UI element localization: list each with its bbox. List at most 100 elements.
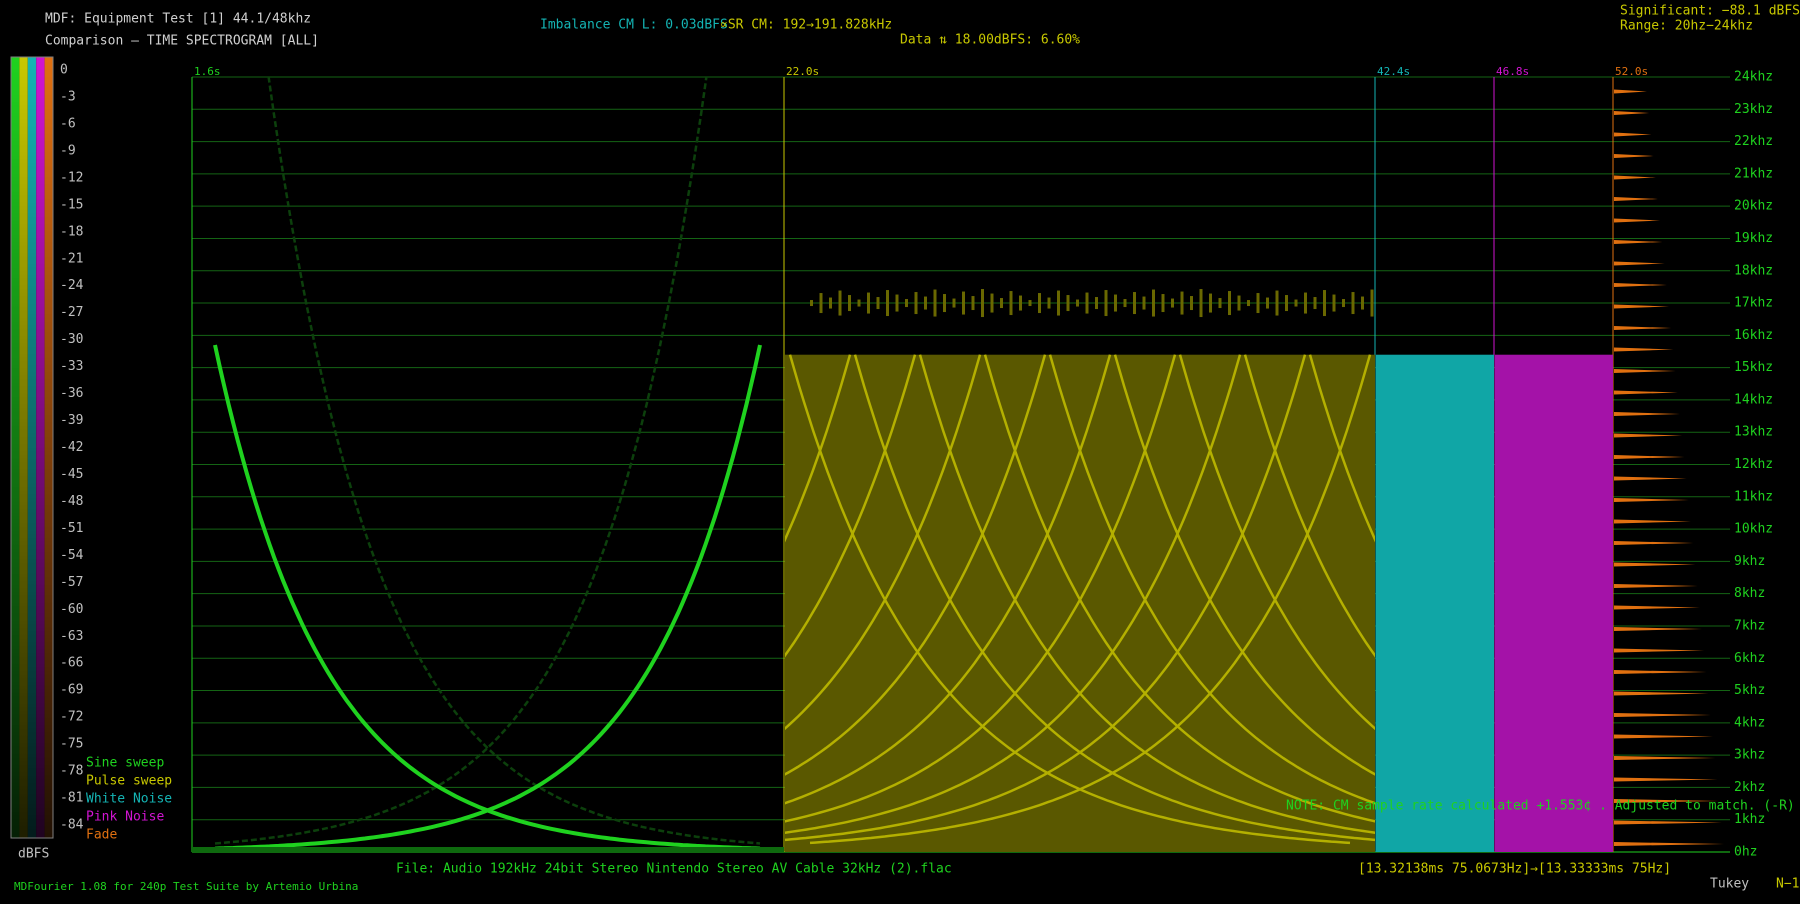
pulse-spike xyxy=(990,293,994,313)
scale-label: -75 xyxy=(60,737,83,752)
fade-spike xyxy=(1614,132,1652,137)
pulse-spike xyxy=(1218,298,1222,309)
scale-label: -39 xyxy=(60,413,83,428)
sine-curve xyxy=(214,77,708,845)
pulse-spike xyxy=(1285,295,1288,312)
fade-spike xyxy=(1614,455,1685,459)
pulse-spike xyxy=(1332,294,1336,312)
scale-unit: dBFS xyxy=(18,847,49,862)
pulse-curve xyxy=(785,354,917,658)
legend-label: Pulse sweep xyxy=(86,774,172,789)
white-noise xyxy=(1376,354,1494,852)
pulse-spike xyxy=(1047,297,1051,309)
fade-spike xyxy=(1614,670,1707,674)
fade-spike xyxy=(1614,842,1724,846)
fade-spike xyxy=(1614,89,1647,94)
scale-label: -27 xyxy=(60,305,83,320)
scale-label: -45 xyxy=(60,467,83,482)
title: MDF: Equipment Test [1] 44.1/48khz xyxy=(45,12,311,27)
note: NOTE: CM sample rate calculated +1.553¢ … xyxy=(1286,799,1795,814)
pulse-spike xyxy=(1313,297,1317,310)
scale-column xyxy=(27,57,37,838)
fade-spike xyxy=(1614,820,1722,825)
sample-rate: ∝SR CM: 192→191.828kHz xyxy=(720,18,892,33)
pulse-spike xyxy=(1019,295,1022,311)
pulse-curve xyxy=(785,354,1112,805)
pulse-spike xyxy=(981,289,984,318)
pulse-spike xyxy=(1304,292,1307,314)
freq-label: 14khz xyxy=(1734,392,1773,407)
scale-label: -15 xyxy=(60,197,83,212)
pulse-spike xyxy=(1228,291,1231,316)
pulse-spike xyxy=(886,290,889,317)
fade-spike xyxy=(1614,261,1665,266)
pulse-curves xyxy=(785,354,1375,845)
scale-column xyxy=(44,57,53,838)
legend-label: Pink Noise xyxy=(86,810,164,825)
marker-label: 52.0s xyxy=(1615,65,1648,78)
scale-label: -42 xyxy=(60,440,83,455)
freq-label: 2khz xyxy=(1734,780,1765,795)
freq-label: 8khz xyxy=(1734,586,1765,601)
scale-column xyxy=(19,57,28,838)
pulse-curve xyxy=(809,354,1372,845)
scale-label: -48 xyxy=(60,494,83,509)
fade-spike xyxy=(1614,562,1696,567)
pink-noise xyxy=(1495,354,1613,852)
scale-label: -36 xyxy=(60,386,83,401)
scale-column xyxy=(36,57,45,838)
pulse-spike xyxy=(1171,298,1174,308)
scale-label: -51 xyxy=(60,521,83,536)
marker-label: 42.4s xyxy=(1377,65,1410,78)
pulse-spike xyxy=(1370,289,1374,317)
fade-spike xyxy=(1614,197,1658,201)
freq-label: 7khz xyxy=(1734,618,1765,633)
pulse-spike xyxy=(1133,292,1136,315)
timing: [13.32138ms 75.0673Hz]→[13.33333ms 75Hz] xyxy=(1358,862,1671,877)
freq-label: 1khz xyxy=(1734,812,1765,827)
freq-label: 10khz xyxy=(1734,522,1773,537)
scale-label: -78 xyxy=(60,764,83,779)
pulse-spike xyxy=(867,292,870,314)
pulse-curve xyxy=(1243,354,1375,658)
data-note: Data ⇅ 18.00dBFS: 6.60% xyxy=(900,33,1080,48)
pulse-spike xyxy=(1180,291,1184,315)
scale-label: -72 xyxy=(60,710,83,725)
freq-label: 22khz xyxy=(1734,134,1773,149)
pulse-curve xyxy=(1048,354,1375,805)
pulse-spike xyxy=(1123,299,1127,308)
fade-spike xyxy=(1614,605,1700,610)
sine-floor xyxy=(192,847,784,852)
pulse-curve xyxy=(785,354,1242,834)
pulse-curve xyxy=(1113,354,1375,776)
freq-label: 18khz xyxy=(1734,263,1773,278)
pulse-spike xyxy=(1066,295,1070,312)
pulse-spike xyxy=(1190,296,1193,311)
pulse-spike xyxy=(905,299,908,308)
scale-label: -6 xyxy=(60,116,76,131)
freq-label: 23khz xyxy=(1734,102,1773,117)
freq-label: 4khz xyxy=(1734,715,1765,730)
pulse-spike xyxy=(1294,299,1298,307)
pulse-spike xyxy=(1009,291,1013,316)
scale-label: -18 xyxy=(60,224,83,239)
pulse-spike xyxy=(1266,297,1269,309)
pulse-spike xyxy=(819,293,823,314)
fade-spike xyxy=(1614,304,1669,309)
pulse-spike xyxy=(933,289,937,317)
pulse-area xyxy=(785,354,1375,852)
fade-spike xyxy=(1614,111,1650,115)
freq-label: 12khz xyxy=(1734,457,1773,472)
pulse-spike xyxy=(1237,295,1241,311)
pulse-spike xyxy=(1000,298,1003,309)
fade-spike xyxy=(1614,756,1716,760)
fade-spike xyxy=(1614,498,1689,502)
legend-label: White Noise xyxy=(86,792,172,807)
pulse-spike xyxy=(924,296,927,310)
pulse-curve xyxy=(785,354,1047,776)
range: Range: 20hz−24khz xyxy=(1620,19,1753,34)
pulse-spike xyxy=(1076,299,1079,307)
scale-label: -9 xyxy=(60,143,76,158)
pulse-spike xyxy=(1323,290,1326,317)
